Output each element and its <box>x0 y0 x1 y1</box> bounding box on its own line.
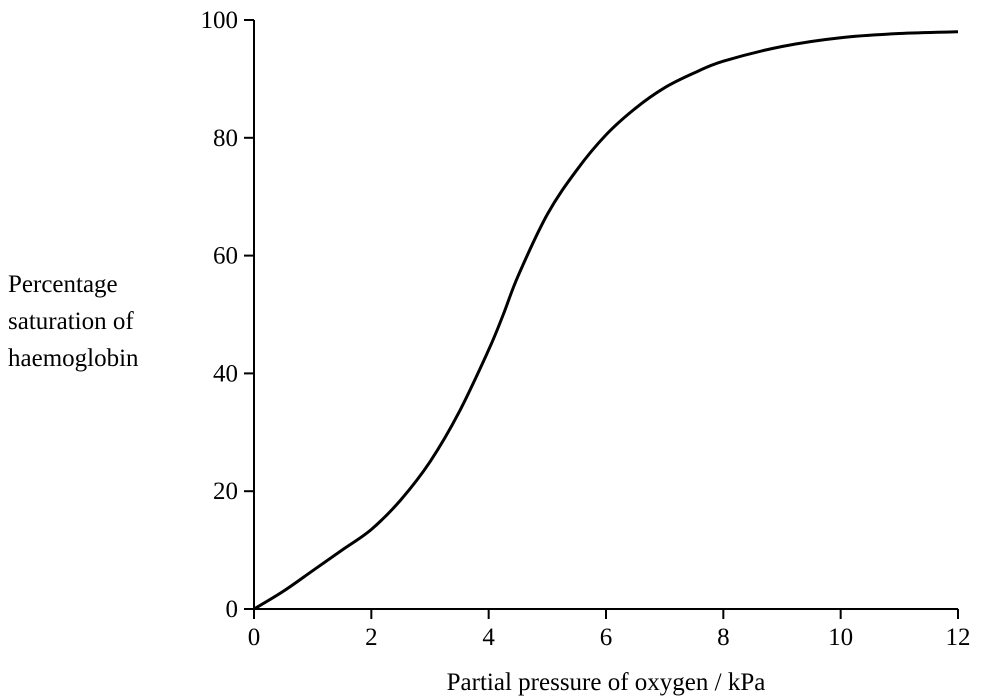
y-axis-title-line-2: saturation of <box>8 308 134 335</box>
x-tick-label: 4 <box>482 624 495 651</box>
y-axis-title-line-3: haemoglobin <box>8 345 139 372</box>
y-tick-label: 80 <box>213 125 238 152</box>
y-tick-label: 60 <box>213 243 238 270</box>
x-tick-label: 8 <box>717 624 730 651</box>
x-tick-label: 12 <box>946 624 971 651</box>
dissociation-curve <box>253 30 959 611</box>
x-tick-label: 10 <box>828 624 853 651</box>
series-group <box>253 30 959 611</box>
y-tick-label: 100 <box>201 7 239 34</box>
y-tick-label: 20 <box>213 478 238 505</box>
axes <box>253 20 958 610</box>
y-tick-label: 40 <box>213 360 238 387</box>
x-tick-label: 2 <box>365 624 378 651</box>
y-tick-label: 0 <box>226 596 239 623</box>
y-axis-title-line-1: Percentage <box>8 271 118 298</box>
x-tick-label: 6 <box>600 624 613 651</box>
y-ticks: 0 20 40 60 80 100 <box>201 7 254 623</box>
x-ticks: 0 2 4 6 8 10 12 <box>248 609 971 651</box>
x-tick-label: 0 <box>248 624 261 651</box>
x-axis-title: Partial pressure of oxygen / kPa <box>447 669 766 696</box>
